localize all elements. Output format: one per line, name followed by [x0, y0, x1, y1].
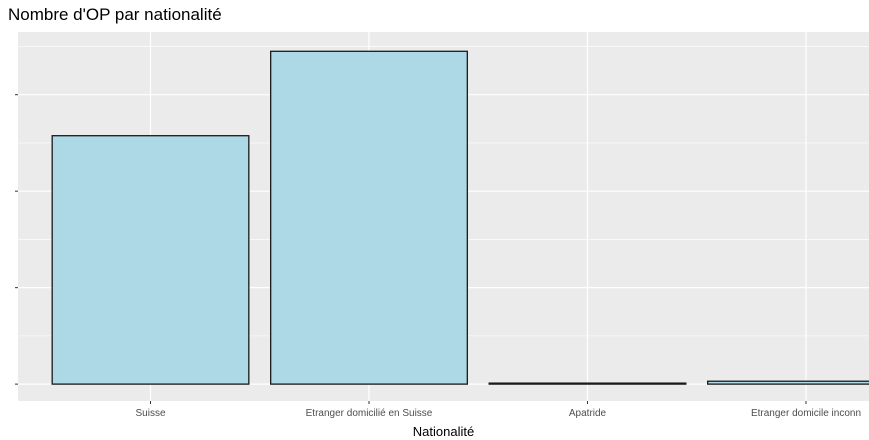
bar-2 — [488, 382, 687, 385]
bars — [51, 50, 869, 385]
x-axis-title: Nationalité — [413, 424, 474, 439]
x-tick-label: Etranger domicilié en Suisse — [306, 408, 433, 419]
x-axis-tick-labels: Suisse Etranger domicilié en Suisse Apatri… — [135, 408, 861, 419]
chart-title: Nombre d'OP par nationalité — [8, 5, 222, 24]
x-tick-label: Etranger domicile inconn — [751, 408, 861, 419]
x-axis-ticks — [150, 401, 807, 404]
bar-3 — [707, 380, 869, 385]
y-axis-ticks — [15, 94, 18, 385]
bar-1 — [270, 50, 468, 385]
bar-0 — [51, 135, 250, 385]
x-tick-label: Apatride — [569, 408, 607, 419]
x-tick-label: Suisse — [135, 408, 165, 419]
